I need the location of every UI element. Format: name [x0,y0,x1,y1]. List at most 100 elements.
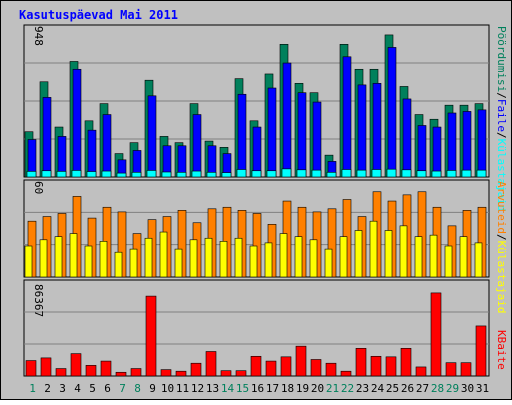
x-label-day-20: 20 [311,382,324,395]
files-bar-day-5 [87,129,97,178]
x-label-day-13: 13 [206,382,219,395]
sites-visitors-panel [23,179,490,278]
files-bar-day-12 [192,114,202,178]
top-panel-max-label: 948 [32,26,45,46]
visits-bar-day-27 [416,170,427,178]
x-label-day-28: 28 [431,382,444,395]
kbytes-bar-day-5 [85,365,97,377]
x-label-day-16: 16 [251,382,264,395]
x-label-day-10: 10 [161,382,174,395]
visitors-bar-day-20 [309,239,318,278]
legend-item: Faile [495,99,508,132]
visitors-bar-day-28 [429,234,438,278]
files-bar-day-15 [237,93,247,178]
middle-panel-max-label: 60 [32,181,45,194]
kbytes-bar-day-11 [175,370,187,377]
visitors-bar-day-12 [189,239,198,278]
x-label-day-12: 12 [191,382,204,395]
kbytes-bar-day-28 [430,292,442,377]
visits-bar-day-7 [116,172,127,178]
legend-item: Arvuteid [495,181,508,234]
files-bar-day-30 [462,111,472,178]
kbytes-bar-day-21 [325,362,337,377]
visits-bar-day-25 [386,168,397,178]
visitors-bar-day-24 [369,220,378,278]
kbytes-bar-day-8 [130,368,142,377]
visits-bar-day-26 [401,169,412,178]
visitors-bar-day-9 [144,237,153,278]
x-label-day-21: 21 [326,382,339,395]
x-axis-day-labels: 1 2 3 4 5 6 7 8 9 10 11 12 13 14 15 16 17 18 19 20 21 22 23 24 2… [29,382,489,395]
visitors-bar-day-16 [249,245,258,278]
kbytes-bar-day-14 [220,370,232,377]
x-label-day-22: 22 [341,382,354,395]
visitors-bar-day-29 [444,245,453,278]
visits-bar-day-20 [311,169,322,178]
kbytes-bar-day-22 [340,370,352,377]
visits-bar-day-18 [281,168,292,178]
visitors-bar-day-2 [39,239,48,278]
kbytes-bar-day-23 [355,348,367,377]
files-bar-day-27 [417,125,427,178]
visitors-bar-day-7 [114,251,123,278]
visitors-bar-day-15 [234,237,243,278]
middle-panel-legend: Arvuteid/Külastajaid [495,181,508,313]
chart-title: Kasutuspäevad Mai 2011 [19,8,178,22]
visits-bar-day-14 [221,172,232,178]
visits-bar-day-15 [236,169,247,178]
x-label-day-14: 14 [221,382,235,395]
legend-item: Külastajaid [495,241,508,314]
bottom-panel-legend: KBaite [495,330,508,370]
kbytes-bar-day-31 [475,325,487,377]
kbytes-bar-day-19 [295,345,307,377]
visits-bar-day-6 [101,170,112,178]
visits-bar-day-8 [131,172,142,178]
files-bar-day-3 [57,136,67,178]
visits-bar-day-23 [356,169,367,178]
visits-bar-day-4 [71,170,82,178]
visitors-bar-day-5 [84,245,93,278]
kbytes-bar-day-3 [55,368,67,377]
visitors-bar-day-8 [129,248,138,278]
x-label-day-1: 1 [29,382,36,395]
visitors-bar-day-21 [324,248,333,278]
kbytes-bar-day-20 [310,359,322,377]
kbytes-bar-day-26 [400,348,412,377]
visitors-bar-day-11 [174,248,183,278]
x-label-day-9: 9 [149,382,156,395]
legend-item: / [495,234,508,241]
kbytes-bar-day-1 [25,360,37,377]
kbytes-bar-day-12 [190,362,202,377]
visitors-bar-day-27 [414,236,423,278]
legend-item: Pöördumisi [495,26,508,92]
kbytes-bar-day-17 [265,360,277,377]
files-bar-day-4 [72,68,82,178]
visits-bar-day-22 [341,169,352,178]
kbytes-bar-day-15 [235,370,247,377]
x-label-day-6: 6 [104,382,111,395]
files-bar-day-16 [252,126,262,178]
kbytes-bar-day-16 [250,355,262,377]
x-label-day-11: 11 [176,382,189,395]
x-label-day-27: 27 [416,382,429,395]
files-bar-day-22 [342,56,352,178]
kbytes-bar-day-9 [145,295,157,377]
visits-bar-day-28 [431,170,442,178]
files-bar-day-6 [102,114,112,178]
visitors-bar-day-14 [219,241,228,278]
x-label-day-3: 3 [59,382,66,395]
visits-bar-day-3 [56,171,67,178]
files-bar-day-31 [477,109,487,178]
kbytes-bar-day-29 [445,362,457,377]
visitors-bar-day-3 [54,236,63,278]
kbytes-panel [23,279,490,377]
hits-files-visits-panel [23,24,490,178]
visits-bar-day-11 [176,172,187,178]
kbytes-bar-day-10 [160,369,172,377]
x-label-day-19: 19 [296,382,309,395]
x-label-day-4: 4 [74,382,81,395]
visitors-bar-day-30 [459,236,468,278]
visits-bar-day-10 [161,171,172,178]
files-bar-day-23 [357,84,367,178]
